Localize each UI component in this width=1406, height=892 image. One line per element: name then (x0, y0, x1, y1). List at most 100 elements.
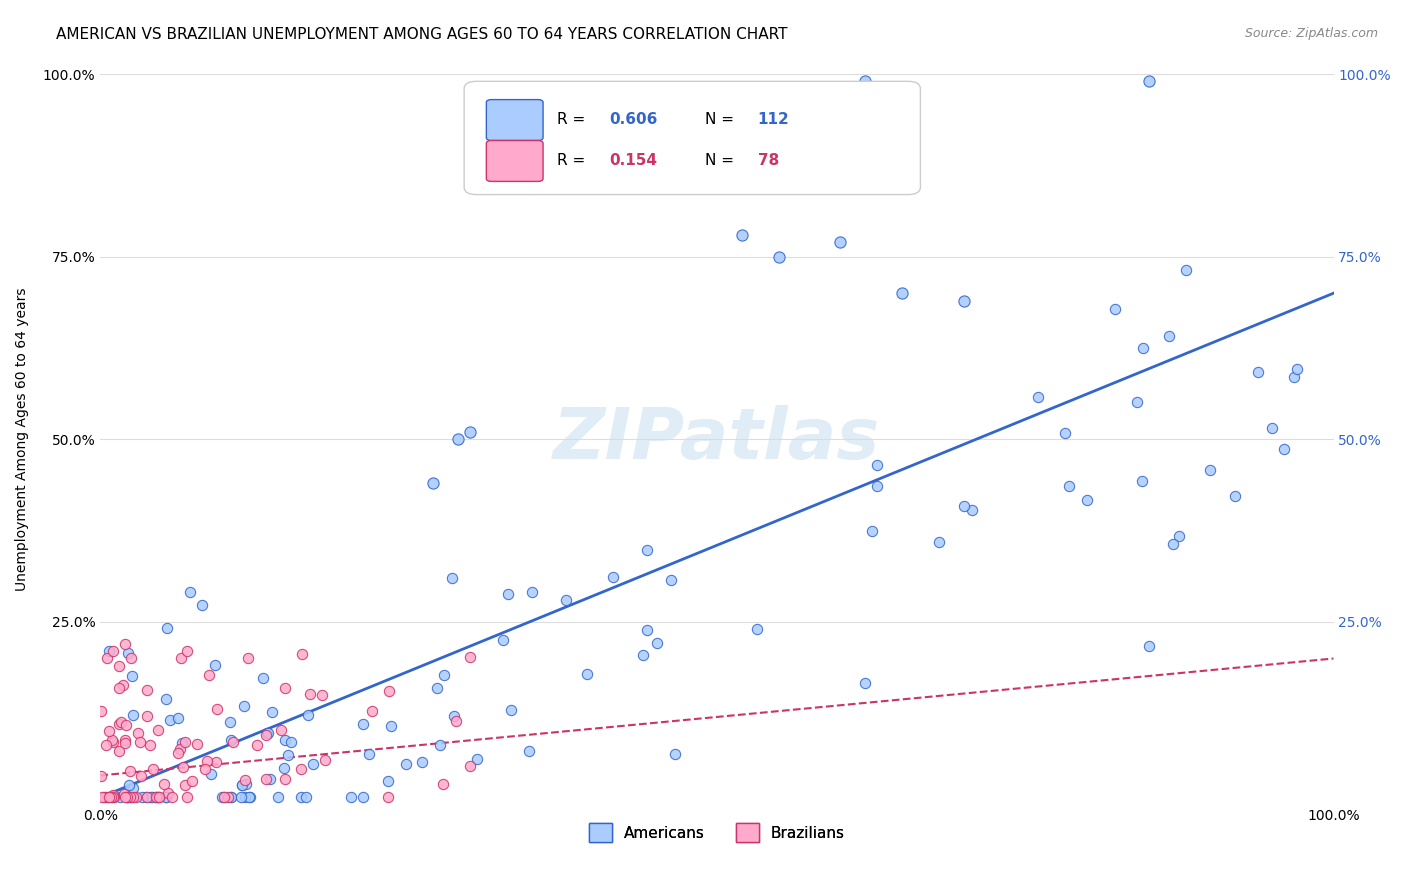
Point (441, 571, 464, 585)
Point (238, 790, 260, 805)
Point (122, 780, 145, 795)
Point (118, 764, 141, 778)
Point (166, 746, 188, 760)
Point (860, 524, 883, 539)
Point (1132, 341, 1154, 355)
Point (97, 724, 120, 739)
Point (254, 772, 277, 786)
Point (575, 666, 598, 681)
Point (131, 790, 153, 805)
Point (219, 733, 242, 747)
Point (191, 598, 214, 612)
Point (1261, 421, 1284, 435)
Point (110, 715, 132, 730)
Point (294, 790, 316, 805)
Point (1246, 365, 1268, 379)
Point (115, 790, 138, 805)
Point (157, 786, 180, 800)
Point (160, 790, 183, 805)
Point (1026, 390, 1049, 404)
Point (118, 778, 141, 792)
Point (1104, 302, 1126, 317)
Point (127, 726, 149, 740)
Point (117, 646, 139, 660)
Point (1059, 479, 1081, 493)
Point (377, 774, 399, 789)
Point (112, 787, 135, 801)
Point (173, 778, 195, 792)
Point (277, 747, 299, 762)
Point (94, 738, 117, 752)
Point (120, 651, 142, 665)
Point (129, 734, 152, 748)
Point (1130, 474, 1153, 488)
Point (491, 632, 513, 647)
Point (498, 587, 520, 601)
Point (169, 742, 191, 756)
Point (231, 778, 253, 792)
Point (169, 651, 191, 665)
Point (136, 709, 159, 723)
Point (1272, 442, 1295, 457)
Point (146, 790, 169, 805)
Point (1076, 493, 1098, 508)
Point (853, 74, 876, 88)
FancyBboxPatch shape (486, 141, 543, 181)
Point (411, 755, 433, 769)
Point (193, 762, 215, 776)
Point (214, 790, 236, 805)
Text: AMERICAN VS BRAZILIAN UNEMPLOYMENT AMONG AGES 60 TO 64 YEARS CORRELATION CHART: AMERICAN VS BRAZILIAN UNEMPLOYMENT AMONG… (56, 27, 787, 42)
Point (135, 790, 157, 805)
Point (93, 790, 115, 805)
Point (219, 714, 242, 729)
Point (1282, 370, 1305, 384)
Point (120, 790, 142, 805)
Point (443, 709, 465, 723)
Point (458, 759, 481, 773)
Point (98, 644, 121, 658)
Point (211, 790, 233, 805)
Point (186, 737, 208, 751)
Point (155, 692, 177, 706)
Point (100, 790, 122, 805)
Point (135, 683, 157, 698)
Point (141, 790, 163, 805)
Point (1223, 490, 1246, 504)
Point (108, 744, 131, 758)
Point (291, 648, 314, 662)
Point (170, 736, 193, 750)
Point (928, 535, 950, 549)
Point (311, 688, 333, 702)
Point (960, 502, 983, 516)
Point (1199, 463, 1222, 477)
Point (115, 790, 138, 805)
Point (101, 733, 124, 747)
Point (378, 684, 401, 698)
Point (768, 250, 790, 264)
Point (273, 733, 295, 747)
Point (1174, 263, 1197, 277)
Point (114, 736, 136, 750)
Point (645, 636, 668, 650)
Point (866, 458, 889, 472)
Point (273, 761, 295, 775)
Point (219, 790, 242, 805)
Point (239, 790, 262, 805)
Point (217, 790, 239, 805)
Point (252, 671, 274, 685)
Point (274, 681, 297, 695)
Point (90, 704, 112, 718)
Point (155, 790, 177, 805)
Point (432, 777, 454, 791)
Point (145, 790, 167, 805)
Point (1126, 395, 1149, 409)
Point (340, 790, 363, 805)
Point (433, 667, 456, 681)
Point (212, 790, 235, 805)
Point (91, 790, 114, 805)
Point (1053, 426, 1076, 441)
Point (659, 574, 682, 588)
Point (233, 699, 256, 714)
Point (830, 235, 852, 249)
Point (90, 768, 112, 782)
